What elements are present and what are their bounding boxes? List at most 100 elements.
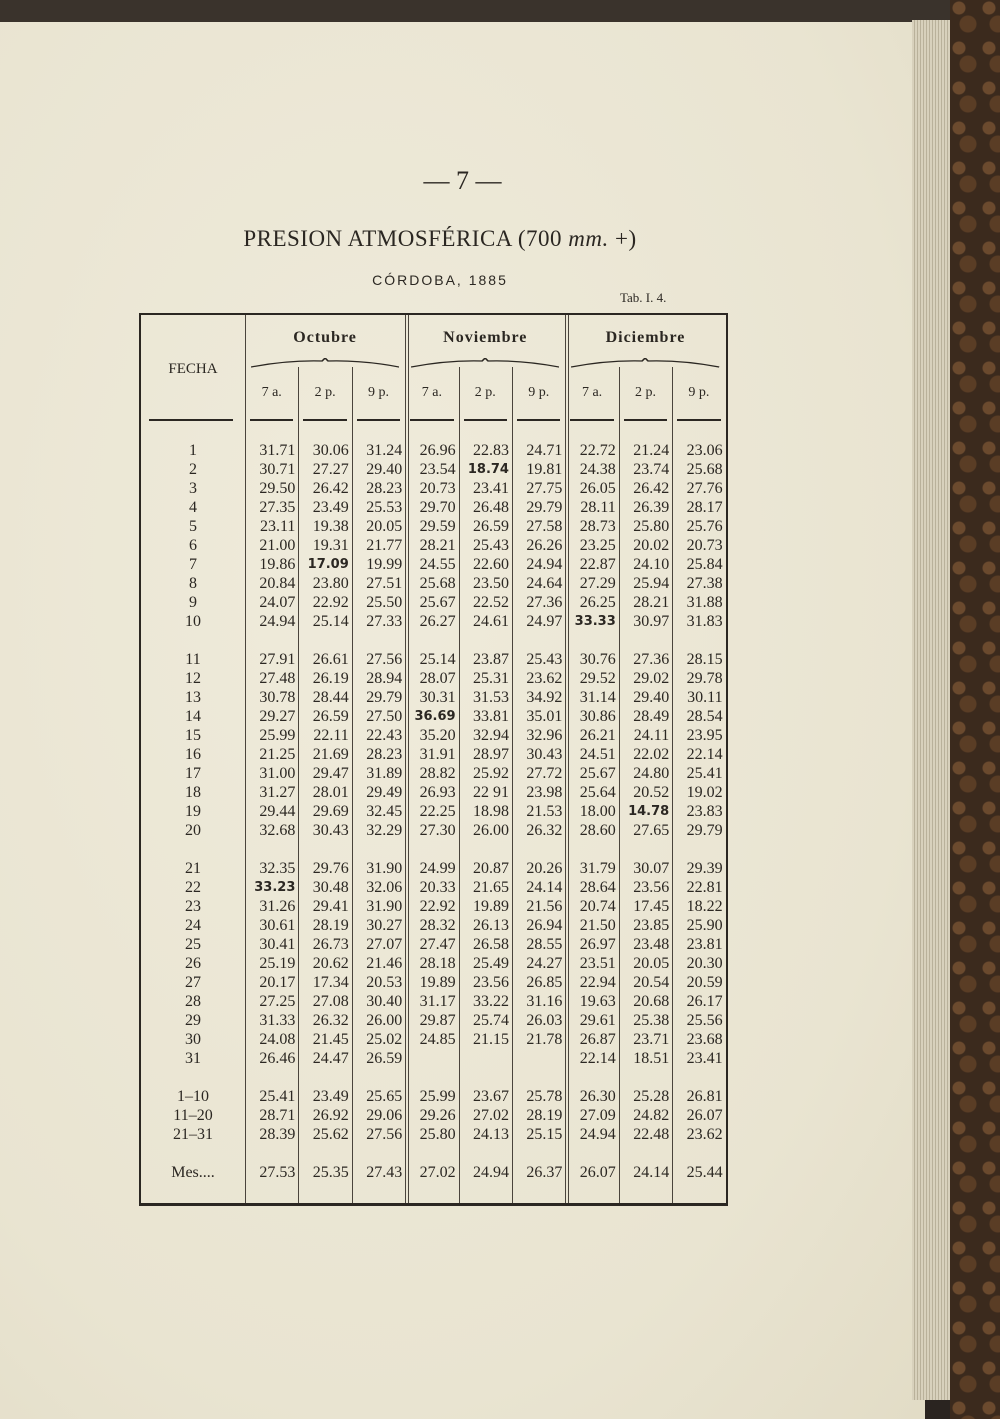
row-label: 27 bbox=[185, 974, 201, 991]
cell-value: 29.40 bbox=[366, 461, 403, 478]
table-row: 15 25.99 22.11 22.43 35.20 32.94 32.96 26.21 24.… bbox=[141, 726, 726, 745]
table-row: 3 29.50 26.42 28.23 20.73 23.41 27.75 26.05 26.4… bbox=[141, 479, 726, 498]
table-row: 5 23.11 19.38 20.05 29.59 26.59 27.58 28.73 25.8… bbox=[141, 517, 726, 536]
cell-value: 26.21 bbox=[579, 727, 616, 744]
cell-value: 28.19 bbox=[312, 917, 349, 934]
cell-value: 25.80 bbox=[419, 1126, 456, 1143]
cell-value: 14.78 bbox=[628, 804, 670, 819]
cell-value: 23.06 bbox=[686, 442, 723, 459]
cell-value: 18.51 bbox=[633, 1050, 670, 1067]
row-label: 19 bbox=[185, 803, 201, 820]
location-year: CÓRDOBA, 1885 bbox=[372, 272, 508, 288]
cell-value: 28.44 bbox=[312, 689, 349, 706]
cell-value: 19.99 bbox=[366, 556, 403, 573]
month-header-diciembre: Diciembre bbox=[605, 329, 686, 346]
cell-value: 22.43 bbox=[366, 727, 403, 744]
cell-value: 29.44 bbox=[259, 803, 296, 820]
cell-value: 27.56 bbox=[366, 1126, 403, 1143]
cell-value: 29.79 bbox=[366, 689, 403, 706]
cell-value: 26.13 bbox=[472, 917, 509, 934]
cell-value: 25.44 bbox=[686, 1164, 723, 1181]
row-label: 18 bbox=[185, 784, 201, 801]
cell-value: 26.07 bbox=[686, 1107, 723, 1124]
month-brace bbox=[250, 355, 400, 368]
table-row: 30 24.08 21.45 25.02 24.85 21.15 21.78 26.87 23.… bbox=[141, 1030, 726, 1049]
cell-value: 28.49 bbox=[633, 708, 670, 725]
cell-value: 25.53 bbox=[366, 499, 403, 516]
cell-value: 35.01 bbox=[526, 708, 563, 725]
cell-value: 23.41 bbox=[472, 480, 509, 497]
cell-value: 26.27 bbox=[419, 613, 456, 630]
cell-value: 26.97 bbox=[579, 936, 616, 953]
cell-value: 26.46 bbox=[259, 1050, 296, 1067]
cell-value: 25.84 bbox=[686, 556, 723, 573]
cell-value: 28.11 bbox=[580, 499, 616, 516]
cell-value: 19.89 bbox=[419, 974, 456, 991]
row-label: 22 bbox=[185, 879, 201, 896]
cell-value: 31.83 bbox=[686, 613, 723, 630]
cell-value: 26.00 bbox=[472, 822, 509, 839]
header-rule bbox=[303, 419, 347, 421]
table-row: 27 20.17 17.34 20.53 19.89 23.56 26.85 22.94 20.… bbox=[141, 973, 726, 992]
cell-value: 27.75 bbox=[526, 480, 563, 497]
row-label: 7 bbox=[189, 556, 197, 573]
table-row: 14 29.27 26.59 27.50 36.69 33.81 35.01 30.86 28.… bbox=[141, 707, 726, 726]
cell-value: 27.02 bbox=[419, 1164, 456, 1181]
cell-value: 28.32 bbox=[419, 917, 456, 934]
cell-value: 22.14 bbox=[686, 746, 723, 763]
cell-value: 19.31 bbox=[312, 537, 349, 554]
cell-value: 23.56 bbox=[633, 879, 670, 896]
cell-value: 29.47 bbox=[312, 765, 349, 782]
row-label: 5 bbox=[189, 518, 197, 535]
cell-value: 24.94 bbox=[579, 1126, 616, 1143]
cell-value: 26.58 bbox=[472, 936, 509, 953]
cell-value: 22 91 bbox=[472, 784, 509, 801]
cell-value: 28.97 bbox=[472, 746, 509, 763]
row-label: 15 bbox=[185, 727, 201, 744]
cell-value: 22.81 bbox=[686, 879, 723, 896]
cell-value: 22.02 bbox=[633, 746, 670, 763]
cell-value: 23.41 bbox=[686, 1050, 723, 1067]
cell-value: 32.94 bbox=[472, 727, 509, 744]
cell-value: 24.14 bbox=[633, 1164, 670, 1181]
cell-value: 26.81 bbox=[686, 1088, 723, 1105]
cell-value: 26.26 bbox=[526, 537, 563, 554]
cell-value: 31.90 bbox=[366, 898, 403, 915]
table-row: 20 32.68 30.43 32.29 27.30 26.00 26.32 28.60 27.… bbox=[141, 821, 726, 840]
subheader: 7 a. bbox=[421, 385, 442, 400]
cell-value: 20.26 bbox=[526, 860, 563, 877]
cell-value: 29.39 bbox=[686, 860, 723, 877]
cell-value: 31.26 bbox=[259, 898, 296, 915]
cell-value: 27.38 bbox=[686, 575, 723, 592]
table-row: 23 31.26 29.41 31.90 22.92 19.89 21.56 20.74 17.… bbox=[141, 897, 726, 916]
table-row: 2 30.71 27.27 29.40 23.54 18.74 19.81 24.38 23.7… bbox=[141, 460, 726, 479]
table-row: 24 30.61 28.19 30.27 28.32 26.13 26.94 21.50 23.… bbox=[141, 916, 726, 935]
cell-value: 29.87 bbox=[419, 1012, 456, 1029]
cell-value: 25.56 bbox=[686, 1012, 723, 1029]
subheader: 9 p. bbox=[367, 385, 389, 400]
cell-value: 29.79 bbox=[526, 499, 563, 516]
cell-value: 31.89 bbox=[366, 765, 403, 782]
cell-value: 23.54 bbox=[419, 461, 456, 478]
cell-value: 23.62 bbox=[526, 670, 563, 687]
cell-value: 32.29 bbox=[366, 822, 403, 839]
date-header: FECHA bbox=[168, 361, 218, 377]
cell-value: 26.17 bbox=[686, 993, 723, 1010]
row-label: 2 bbox=[189, 461, 197, 478]
cell-value: 26.07 bbox=[579, 1164, 616, 1181]
page-edges bbox=[912, 20, 952, 1400]
cell-value: 29.70 bbox=[419, 499, 456, 516]
column-divider bbox=[351, 367, 353, 1203]
cell-value: 21.46 bbox=[366, 955, 403, 972]
cell-value: 23.80 bbox=[312, 575, 349, 592]
cell-value: 23.48 bbox=[633, 936, 670, 953]
cell-value: 28.94 bbox=[366, 670, 403, 687]
cell-value: 22.52 bbox=[472, 594, 509, 611]
cell-value: 28.73 bbox=[579, 518, 616, 535]
cell-value: 20.02 bbox=[633, 537, 670, 554]
cell-value: 30.40 bbox=[366, 993, 403, 1010]
cell-value: 29.50 bbox=[259, 480, 296, 497]
cell-value: 23.83 bbox=[686, 803, 723, 820]
table-row: 16 21.25 21.69 28.23 31.91 28.97 30.43 24.51 22.… bbox=[141, 745, 726, 764]
table-row: 18 31.27 28.01 29.49 26.93 22 91 23.98 25.64 20.… bbox=[141, 783, 726, 802]
